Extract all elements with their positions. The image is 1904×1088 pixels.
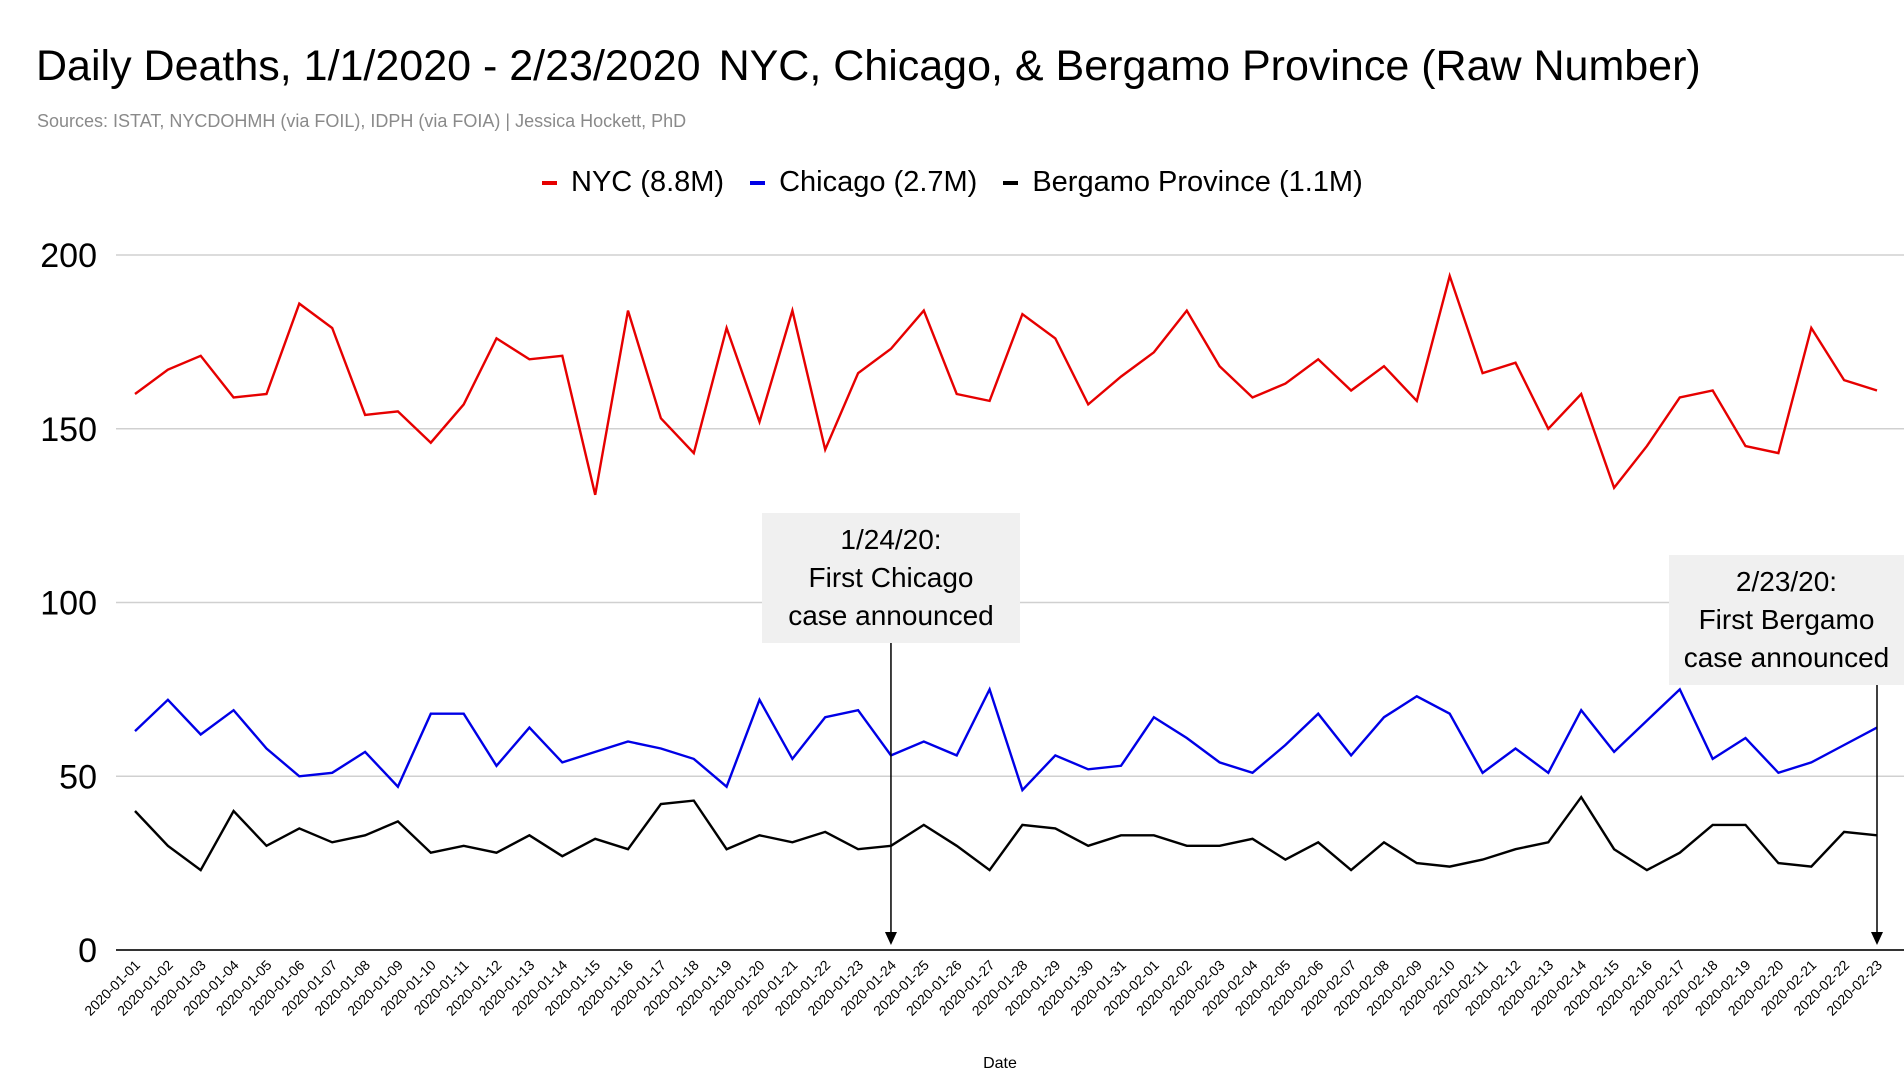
annotation-line: case announced (1683, 642, 1890, 673)
annotation-line: case announced (788, 600, 994, 631)
annotation-arrowhead (1871, 932, 1883, 945)
title-subtitle: NYC, Chicago, & Bergamo Province (Raw Nu… (718, 42, 1701, 90)
legend-label-chicago: Chicago (2.7M) (779, 166, 978, 198)
y-tick-label: 200 (40, 237, 97, 275)
series-line-bergamo (134, 794, 1878, 872)
legend: NYC (8.8M) Chicago (2.7M) Bergamo Provin… (542, 166, 1389, 199)
annotation-arrowhead (884, 932, 897, 945)
y-tick-label: 0 (78, 932, 97, 970)
legend-swatch-chicago (750, 180, 766, 185)
annotation-chicago-case: 1/24/20: First Chicago case announced (762, 513, 1020, 643)
y-axis-ticks: 0 50 100 150 200 (40, 237, 97, 970)
title-main: Daily Deaths, 1/1/2020 - 2/23/2020 (36, 42, 701, 90)
annotation-arrows (884, 618, 1883, 945)
legend-item-chicago: Chicago (2.7M) (750, 166, 977, 199)
source-note: Sources: ISTAT, NYCDOHMH (via FOIL), IDP… (37, 111, 687, 131)
series-lines (134, 271, 1878, 872)
x-axis-ticks: 2020-01-012020-01-022020-01-032020-01-04… (81, 957, 1885, 1019)
annotation-bergamo-case: 2/23/20: First Bergamo case announced (1669, 555, 1904, 685)
legend-label-bergamo: Bergamo Province (1.1M) (1032, 166, 1363, 198)
series-line-chicago (134, 686, 1878, 793)
x-axis-label: Date (983, 1055, 1017, 1072)
annotation-line: 1/24/20: (840, 524, 942, 555)
legend-label-nyc: NYC (8.8M) (571, 166, 725, 198)
gridlines (116, 254, 1904, 777)
y-tick-label: 150 (40, 411, 97, 449)
annotation-line: First Bergamo (1698, 604, 1875, 635)
annotation-line: 2/23/20: (1735, 566, 1838, 597)
legend-swatch-bergamo (1003, 180, 1019, 185)
series-line-nyc (134, 271, 1878, 496)
chart-title: Daily Deaths, 1/1/2020 - 2/23/2020 NYC, C… (36, 42, 1701, 91)
legend-swatch-nyc (542, 180, 557, 185)
annotation-line: First Chicago (808, 562, 974, 593)
y-tick-label: 100 (40, 585, 97, 623)
y-tick-label: 50 (59, 758, 97, 796)
legend-item-bergamo: Bergamo Province (1.1M) (1003, 166, 1363, 199)
legend-item-nyc: NYC (8.8M) (542, 166, 724, 199)
